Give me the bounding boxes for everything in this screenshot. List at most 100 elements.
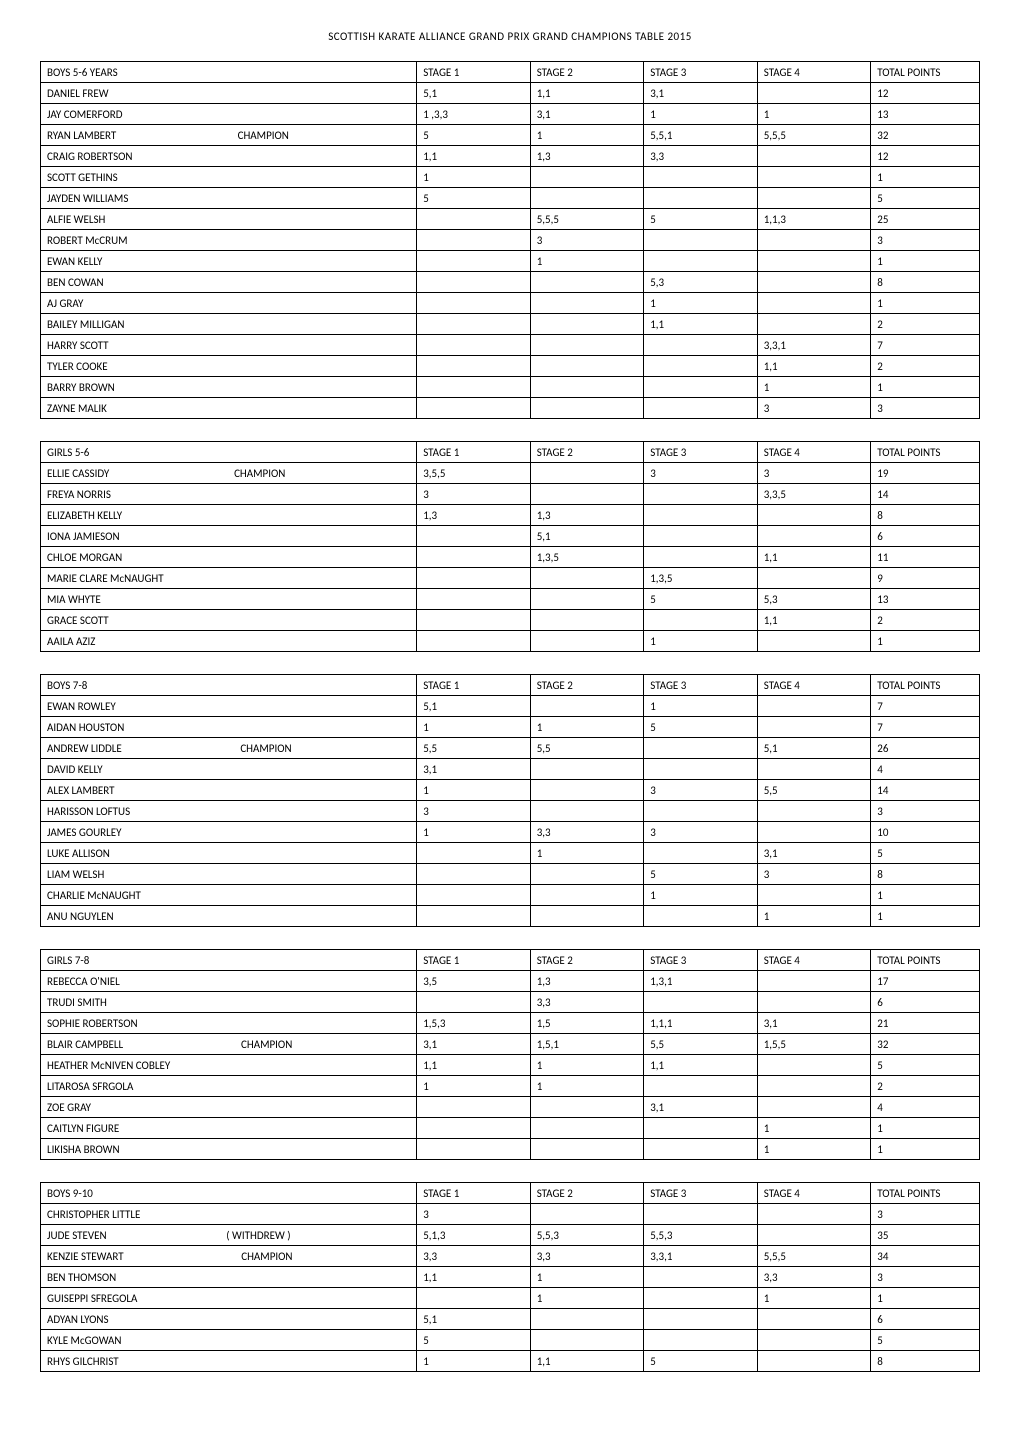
cell-stage-2 xyxy=(530,801,644,822)
cell-stage-2 xyxy=(530,568,644,589)
cell-stage-3 xyxy=(644,610,758,631)
table-row: LIAM WELSH538 xyxy=(41,864,980,885)
header-stage-2: STAGE 2 xyxy=(530,675,644,696)
cell-stage-1 xyxy=(417,610,531,631)
cell-total: 32 xyxy=(871,1034,980,1055)
table-row: GRACE SCOTT1,12 xyxy=(41,610,980,631)
cell-total: 8 xyxy=(871,1351,980,1372)
cell-stage-1 xyxy=(417,209,531,230)
cell-stage-2: 1 xyxy=(530,1288,644,1309)
cell-stage-1 xyxy=(417,398,531,419)
cell-stage-2 xyxy=(530,335,644,356)
cell-stage-2 xyxy=(530,589,644,610)
cell-stage-2: 3 xyxy=(530,230,644,251)
cell-stage-4 xyxy=(757,971,871,992)
cell-stage-4: 3 xyxy=(757,398,871,419)
cell-name: LUKE ALLISON xyxy=(41,843,417,864)
table-row: AJ GRAY11 xyxy=(41,293,980,314)
cell-name: AJ GRAY xyxy=(41,293,417,314)
header-name: GIRLS 5-6 xyxy=(41,442,417,463)
table-row: CAITLYN FIGURE11 xyxy=(41,1118,980,1139)
cell-name: ROBERT McCRUM xyxy=(41,230,417,251)
cell-stage-2: 1,3 xyxy=(530,505,644,526)
cell-stage-4 xyxy=(757,1204,871,1225)
cell-total: 1 xyxy=(871,167,980,188)
cell-name: JAMES GOURLEY xyxy=(41,822,417,843)
cell-name: CRAIG ROBERTSON xyxy=(41,146,417,167)
cell-stage-2: 5,5,3 xyxy=(530,1225,644,1246)
cell-stage-1 xyxy=(417,251,531,272)
cell-stage-2 xyxy=(530,1139,644,1160)
cell-stage-2: 1,3,5 xyxy=(530,547,644,568)
table-row: BEN THOMSON1,113,33 xyxy=(41,1267,980,1288)
cell-total: 9 xyxy=(871,568,980,589)
cell-total: 4 xyxy=(871,759,980,780)
cell-name: LIKISHA BROWN xyxy=(41,1139,417,1160)
cell-stage-4 xyxy=(757,272,871,293)
header-name: GIRLS 7-8 xyxy=(41,950,417,971)
cell-stage-1: 1 xyxy=(417,1351,531,1372)
cell-total: 3 xyxy=(871,801,980,822)
cell-stage-1 xyxy=(417,356,531,377)
cell-name: SOPHIE ROBERTSON xyxy=(41,1013,417,1034)
cell-stage-4: 3,1 xyxy=(757,843,871,864)
table-row: JAY COMERFORD1 ,3,33,11113 xyxy=(41,104,980,125)
cell-stage-3 xyxy=(644,801,758,822)
cell-stage-1 xyxy=(417,335,531,356)
cell-stage-3: 5,5 xyxy=(644,1034,758,1055)
cell-stage-4 xyxy=(757,759,871,780)
competitor-note: CHAMPION xyxy=(124,1250,411,1263)
cell-stage-1 xyxy=(417,568,531,589)
cell-name: BLAIR CAMPBELLCHAMPION xyxy=(41,1034,417,1055)
cell-total: 35 xyxy=(871,1225,980,1246)
cell-stage-3 xyxy=(644,738,758,759)
cell-stage-3: 1 xyxy=(644,631,758,652)
cell-stage-3 xyxy=(644,1139,758,1160)
cell-stage-1: 5,1 xyxy=(417,1309,531,1330)
cell-stage-1: 1 xyxy=(417,1076,531,1097)
cell-stage-1: 5,1 xyxy=(417,696,531,717)
cell-stage-1: 1,1 xyxy=(417,146,531,167)
table-row: DANIEL FREW5,11,13,112 xyxy=(41,83,980,104)
cell-stage-3 xyxy=(644,759,758,780)
table-row: EWAN KELLY11 xyxy=(41,251,980,272)
cell-stage-1 xyxy=(417,1118,531,1139)
cell-stage-4: 3,3,5 xyxy=(757,484,871,505)
cell-stage-1: 1,3 xyxy=(417,505,531,526)
cell-stage-4: 1 xyxy=(757,1139,871,1160)
cell-stage-3 xyxy=(644,906,758,927)
cell-name: ANU NGUYLEN xyxy=(41,906,417,927)
cell-total: 3 xyxy=(871,398,980,419)
cell-total: 1 xyxy=(871,885,980,906)
table-row: CHARLIE McNAUGHT11 xyxy=(41,885,980,906)
cell-stage-1 xyxy=(417,526,531,547)
cell-stage-1: 5,1,3 xyxy=(417,1225,531,1246)
cell-stage-2: 5,1 xyxy=(530,526,644,547)
cell-name: KYLE McGOWAN xyxy=(41,1330,417,1351)
cell-stage-1: 1 xyxy=(417,780,531,801)
header-stage-3: STAGE 3 xyxy=(644,950,758,971)
cell-stage-2 xyxy=(530,484,644,505)
cell-stage-3: 1 xyxy=(644,885,758,906)
cell-stage-3 xyxy=(644,398,758,419)
header-total: TOTAL POINTS xyxy=(871,1183,980,1204)
table-row: LIKISHA BROWN11 xyxy=(41,1139,980,1160)
header-stage-3: STAGE 3 xyxy=(644,442,758,463)
header-total: TOTAL POINTS xyxy=(871,62,980,83)
cell-name: ELIZABETH KELLY xyxy=(41,505,417,526)
cell-name: TYLER COOKE xyxy=(41,356,417,377)
header-total: TOTAL POINTS xyxy=(871,950,980,971)
cell-stage-2 xyxy=(530,885,644,906)
cell-stage-1 xyxy=(417,1139,531,1160)
cell-name: AIDAN HOUSTON xyxy=(41,717,417,738)
header-total: TOTAL POINTS xyxy=(871,675,980,696)
cell-stage-4 xyxy=(757,1330,871,1351)
cell-stage-4 xyxy=(757,526,871,547)
cell-name: IONA JAMIESON xyxy=(41,526,417,547)
cell-stage-1 xyxy=(417,1097,531,1118)
cell-name: BAILEY MILLIGAN xyxy=(41,314,417,335)
cell-total: 5 xyxy=(871,188,980,209)
header-stage-4: STAGE 4 xyxy=(757,950,871,971)
cell-stage-3: 1,3,5 xyxy=(644,568,758,589)
cell-stage-3 xyxy=(644,335,758,356)
